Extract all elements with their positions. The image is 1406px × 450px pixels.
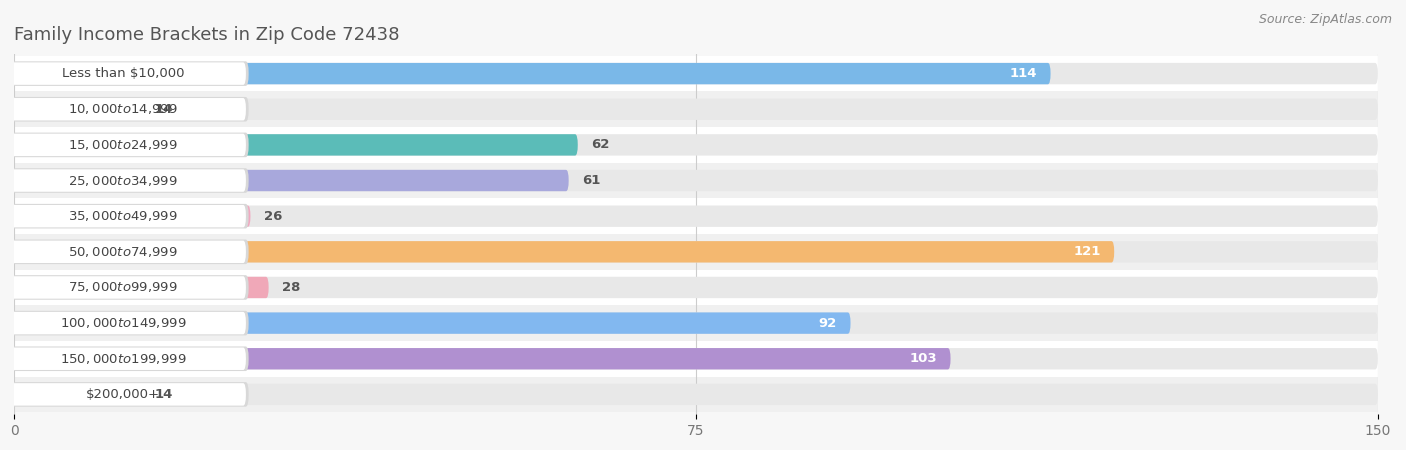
FancyBboxPatch shape xyxy=(0,276,246,299)
Text: 26: 26 xyxy=(264,210,283,223)
FancyBboxPatch shape xyxy=(14,312,1378,334)
Text: Source: ZipAtlas.com: Source: ZipAtlas.com xyxy=(1258,14,1392,27)
Text: $50,000 to $74,999: $50,000 to $74,999 xyxy=(69,245,179,259)
FancyBboxPatch shape xyxy=(0,61,249,86)
FancyBboxPatch shape xyxy=(0,346,249,371)
FancyBboxPatch shape xyxy=(0,382,249,407)
FancyBboxPatch shape xyxy=(14,206,1378,227)
FancyBboxPatch shape xyxy=(14,170,568,191)
FancyBboxPatch shape xyxy=(14,341,1378,377)
FancyBboxPatch shape xyxy=(14,63,1378,84)
FancyBboxPatch shape xyxy=(14,241,1114,262)
FancyBboxPatch shape xyxy=(14,163,1378,198)
FancyBboxPatch shape xyxy=(14,270,1378,305)
FancyBboxPatch shape xyxy=(14,384,1378,405)
FancyBboxPatch shape xyxy=(14,99,142,120)
FancyBboxPatch shape xyxy=(0,275,249,300)
FancyBboxPatch shape xyxy=(14,277,269,298)
FancyBboxPatch shape xyxy=(14,170,1378,191)
FancyBboxPatch shape xyxy=(0,133,249,157)
FancyBboxPatch shape xyxy=(14,206,250,227)
FancyBboxPatch shape xyxy=(0,241,246,263)
FancyBboxPatch shape xyxy=(14,198,1378,234)
FancyBboxPatch shape xyxy=(0,383,246,405)
Text: $75,000 to $99,999: $75,000 to $99,999 xyxy=(69,280,179,294)
FancyBboxPatch shape xyxy=(0,98,246,121)
Text: $200,000+: $200,000+ xyxy=(86,388,160,401)
Text: $100,000 to $149,999: $100,000 to $149,999 xyxy=(60,316,187,330)
FancyBboxPatch shape xyxy=(14,99,1378,120)
FancyBboxPatch shape xyxy=(14,305,1378,341)
Text: $15,000 to $24,999: $15,000 to $24,999 xyxy=(69,138,179,152)
FancyBboxPatch shape xyxy=(14,384,142,405)
Text: Less than $10,000: Less than $10,000 xyxy=(62,67,184,80)
Text: $150,000 to $199,999: $150,000 to $199,999 xyxy=(60,352,187,366)
FancyBboxPatch shape xyxy=(0,239,249,264)
FancyBboxPatch shape xyxy=(14,241,1378,262)
FancyBboxPatch shape xyxy=(14,134,1378,156)
FancyBboxPatch shape xyxy=(14,63,1050,84)
FancyBboxPatch shape xyxy=(0,204,249,229)
FancyBboxPatch shape xyxy=(14,277,1378,298)
Text: 62: 62 xyxy=(592,139,610,151)
Text: 14: 14 xyxy=(155,388,173,401)
FancyBboxPatch shape xyxy=(0,312,246,334)
Text: 103: 103 xyxy=(910,352,936,365)
FancyBboxPatch shape xyxy=(14,56,1378,91)
Text: 121: 121 xyxy=(1073,245,1101,258)
Text: 28: 28 xyxy=(283,281,301,294)
Text: Family Income Brackets in Zip Code 72438: Family Income Brackets in Zip Code 72438 xyxy=(14,26,399,44)
FancyBboxPatch shape xyxy=(14,234,1378,270)
FancyBboxPatch shape xyxy=(14,348,950,369)
FancyBboxPatch shape xyxy=(14,312,851,334)
Text: $35,000 to $49,999: $35,000 to $49,999 xyxy=(69,209,179,223)
Text: 14: 14 xyxy=(155,103,173,116)
FancyBboxPatch shape xyxy=(0,97,249,122)
FancyBboxPatch shape xyxy=(0,169,246,192)
Text: 114: 114 xyxy=(1010,67,1038,80)
FancyBboxPatch shape xyxy=(14,134,578,156)
Text: $10,000 to $14,999: $10,000 to $14,999 xyxy=(69,102,179,116)
FancyBboxPatch shape xyxy=(0,134,246,156)
FancyBboxPatch shape xyxy=(0,311,249,335)
FancyBboxPatch shape xyxy=(0,63,246,85)
FancyBboxPatch shape xyxy=(0,168,249,193)
Text: 61: 61 xyxy=(582,174,600,187)
Text: $25,000 to $34,999: $25,000 to $34,999 xyxy=(69,174,179,188)
FancyBboxPatch shape xyxy=(0,347,246,370)
Text: 92: 92 xyxy=(818,317,837,329)
FancyBboxPatch shape xyxy=(0,205,246,227)
FancyBboxPatch shape xyxy=(14,127,1378,163)
FancyBboxPatch shape xyxy=(14,377,1378,412)
FancyBboxPatch shape xyxy=(14,91,1378,127)
FancyBboxPatch shape xyxy=(14,348,1378,369)
